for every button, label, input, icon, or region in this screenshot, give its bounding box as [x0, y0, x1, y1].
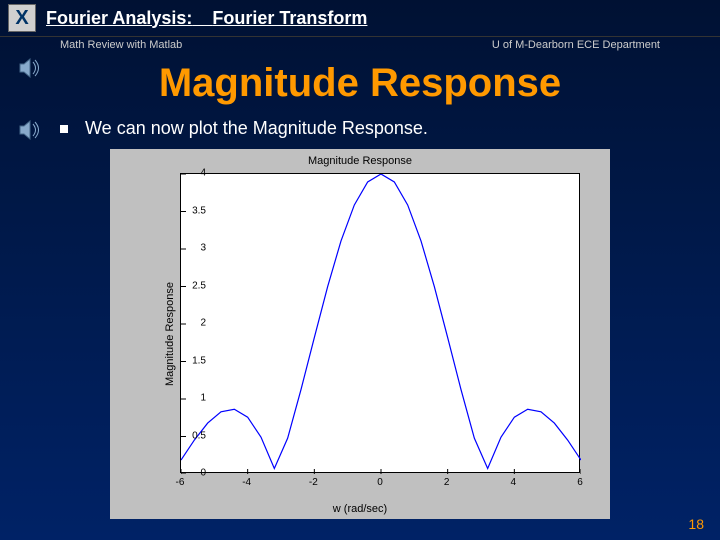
plot-area [180, 173, 580, 473]
xtick-label: 0 [377, 477, 383, 488]
chart-ylabel: Magnitude Response [164, 282, 176, 386]
ytick-label: 0.5 [176, 430, 206, 441]
chart-xlabel: w (rad/sec) [110, 503, 610, 515]
xtick-label: 6 [577, 477, 583, 488]
page-number: 18 [688, 516, 704, 532]
ytick-label: 2.5 [176, 280, 206, 291]
chart-title: Magnitude Response [110, 155, 610, 167]
body-text: We can now plot the Magnitude Response. [60, 118, 720, 139]
breadcrumb-part-1: Fourier Analysis: [46, 8, 192, 28]
header-bar: X Fourier Analysis: Fourier Transform [0, 0, 720, 37]
xtick-label: 4 [511, 477, 517, 488]
ytick-label: 1 [176, 393, 206, 404]
breadcrumb: Fourier Analysis: Fourier Transform [46, 8, 367, 29]
bullet-icon [60, 125, 68, 133]
ytick-label: 3.5 [176, 205, 206, 216]
xtick-label: 2 [444, 477, 450, 488]
sub-header-left: Math Review with Matlab [60, 39, 182, 51]
ytick-label: 3 [176, 243, 206, 254]
speaker-icon [18, 120, 42, 140]
chart-panel: Magnitude Response Magnitude Response w … [110, 149, 610, 519]
ytick-label: 2 [176, 318, 206, 329]
sub-header-right: U of M-Dearborn ECE Department [492, 39, 660, 51]
page-title: Magnitude Response [0, 61, 720, 106]
xtick-label: -4 [242, 477, 251, 488]
ytick-label: 4 [176, 168, 206, 179]
body-line: We can now plot the Magnitude Response. [85, 118, 428, 138]
xtick-label: -6 [176, 477, 185, 488]
ytick-label: 1.5 [176, 355, 206, 366]
xtick-label: -2 [309, 477, 318, 488]
speaker-icon [18, 58, 42, 78]
close-icon: X [15, 7, 28, 30]
close-button[interactable]: X [8, 4, 36, 32]
breadcrumb-part-2: Fourier Transform [212, 8, 367, 28]
sub-header: Math Review with Matlab U of M-Dearborn … [0, 37, 720, 53]
chart-svg [181, 174, 581, 474]
